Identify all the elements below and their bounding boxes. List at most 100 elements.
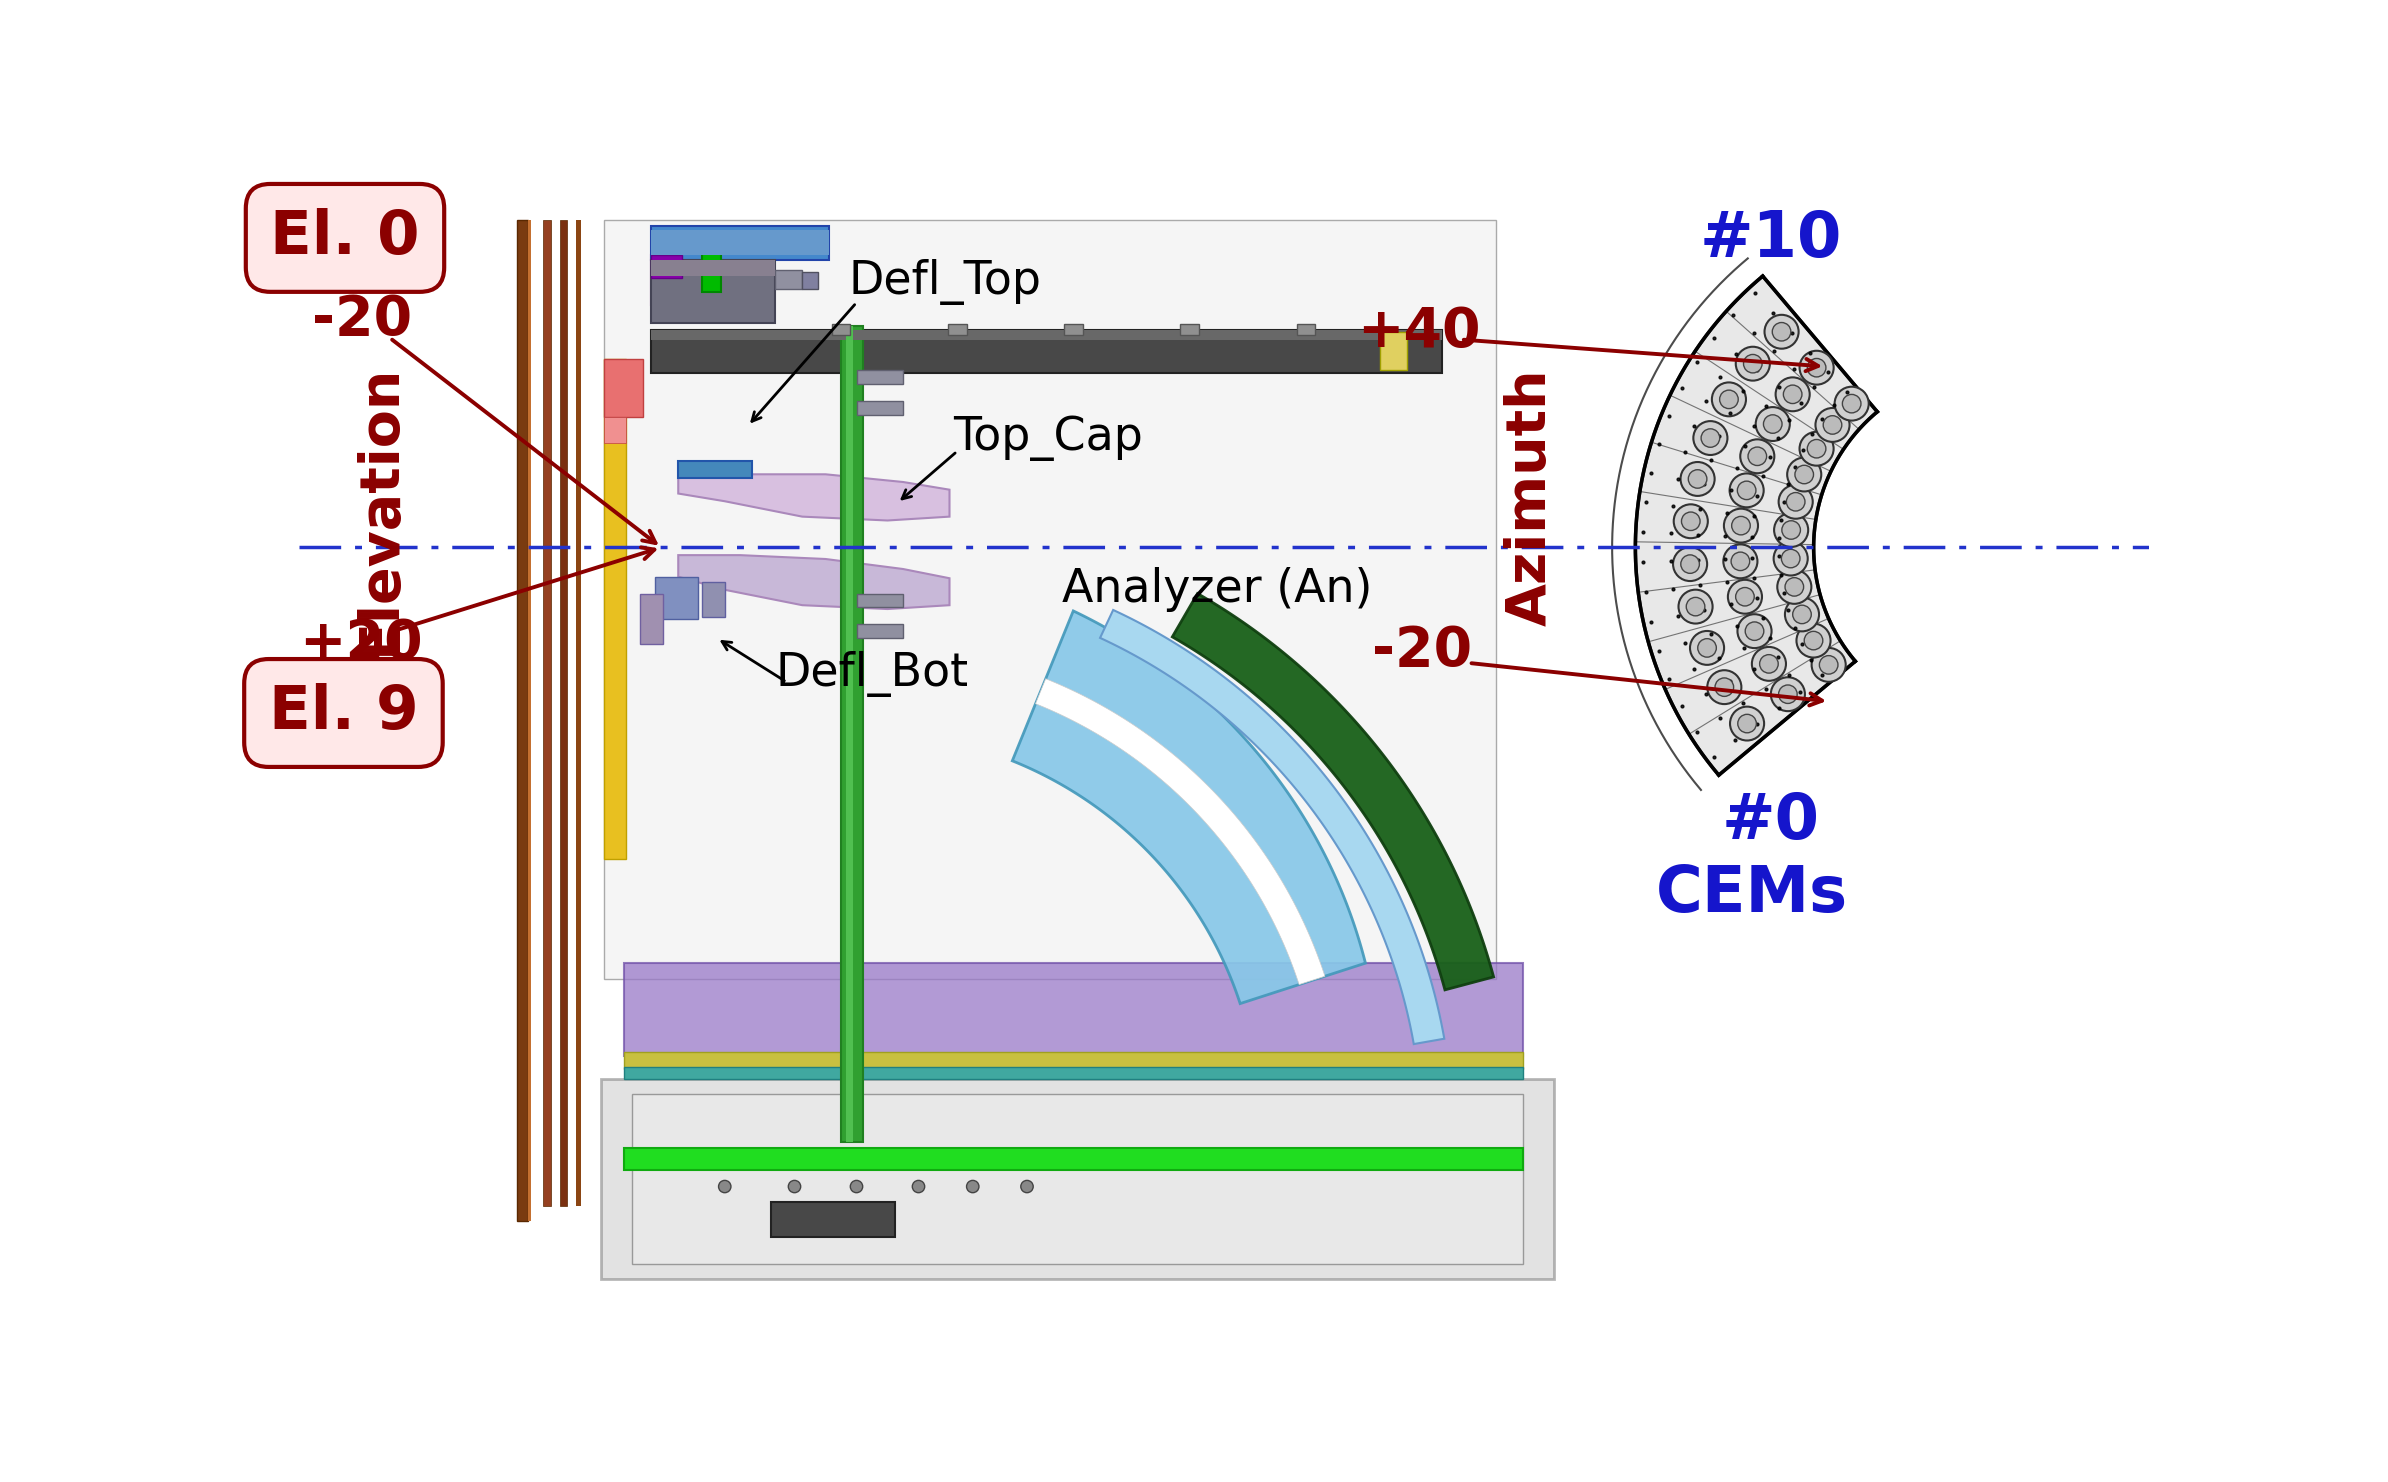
Circle shape xyxy=(1729,579,1762,614)
Circle shape xyxy=(1738,714,1755,732)
Circle shape xyxy=(1822,415,1841,434)
Text: #10: #10 xyxy=(1700,209,1841,270)
Circle shape xyxy=(1724,544,1758,578)
Circle shape xyxy=(1731,516,1750,535)
Circle shape xyxy=(1784,578,1803,596)
Circle shape xyxy=(1741,439,1774,473)
Text: Top_Cap: Top_Cap xyxy=(953,415,1144,461)
Circle shape xyxy=(1805,631,1822,649)
Circle shape xyxy=(719,1180,731,1193)
Polygon shape xyxy=(678,474,950,520)
Circle shape xyxy=(1815,408,1851,442)
Circle shape xyxy=(1777,378,1810,411)
Circle shape xyxy=(1729,707,1765,741)
Circle shape xyxy=(1020,1180,1034,1193)
Bar xyxy=(831,325,850,335)
Bar xyxy=(1065,325,1082,335)
Bar xyxy=(518,221,528,1221)
Bar xyxy=(652,261,776,276)
Circle shape xyxy=(850,1180,862,1193)
Circle shape xyxy=(967,1180,979,1193)
Circle shape xyxy=(1774,513,1808,547)
Bar xyxy=(652,225,829,261)
Bar xyxy=(652,255,683,305)
Circle shape xyxy=(1784,385,1803,403)
Circle shape xyxy=(1786,492,1805,511)
FancyBboxPatch shape xyxy=(604,219,1497,980)
Circle shape xyxy=(1765,314,1798,348)
Circle shape xyxy=(1781,520,1801,539)
Bar xyxy=(1297,325,1316,335)
Polygon shape xyxy=(1036,679,1325,984)
Text: El. 9: El. 9 xyxy=(267,683,418,742)
Text: Azimuth: Azimuth xyxy=(1504,369,1557,627)
Circle shape xyxy=(1746,622,1765,640)
Circle shape xyxy=(1681,462,1715,496)
Text: CEMs: CEMs xyxy=(1655,863,1848,925)
Circle shape xyxy=(788,1180,800,1193)
Bar xyxy=(652,330,1442,339)
Bar xyxy=(623,963,1524,1055)
Circle shape xyxy=(1736,587,1755,606)
Circle shape xyxy=(1793,605,1810,624)
Circle shape xyxy=(1731,553,1750,571)
Polygon shape xyxy=(1636,276,1877,775)
Bar xyxy=(683,259,702,301)
Circle shape xyxy=(1681,554,1700,574)
Circle shape xyxy=(1796,465,1812,483)
Circle shape xyxy=(1743,354,1762,373)
Bar xyxy=(654,576,697,619)
Bar xyxy=(576,221,580,1206)
Circle shape xyxy=(1715,677,1734,697)
Bar xyxy=(845,326,853,1141)
Circle shape xyxy=(1784,597,1820,631)
Polygon shape xyxy=(1101,611,1445,1045)
Bar xyxy=(604,359,626,860)
Text: +20: +20 xyxy=(298,617,423,671)
Bar xyxy=(652,330,1442,372)
Circle shape xyxy=(1712,382,1746,416)
Circle shape xyxy=(1693,421,1727,455)
Circle shape xyxy=(1679,590,1712,624)
Text: -20: -20 xyxy=(1373,624,1473,679)
Bar xyxy=(604,416,626,443)
Circle shape xyxy=(1760,655,1779,673)
Text: Elevation: Elevation xyxy=(353,363,406,655)
Text: Defl_Top: Defl_Top xyxy=(848,259,1041,305)
Circle shape xyxy=(1844,394,1860,413)
Circle shape xyxy=(1779,685,1798,704)
Circle shape xyxy=(1801,351,1834,385)
Circle shape xyxy=(1781,550,1801,568)
Circle shape xyxy=(1691,631,1724,665)
Bar xyxy=(776,270,802,289)
Polygon shape xyxy=(1013,611,1366,1003)
Circle shape xyxy=(1719,390,1738,409)
Bar xyxy=(678,461,752,479)
Bar xyxy=(771,1202,896,1236)
Circle shape xyxy=(1772,323,1791,341)
Circle shape xyxy=(1834,387,1870,421)
Bar xyxy=(633,1094,1524,1264)
Circle shape xyxy=(1774,541,1808,575)
Circle shape xyxy=(1738,482,1755,499)
Circle shape xyxy=(1820,655,1839,674)
Circle shape xyxy=(1686,597,1705,617)
Bar xyxy=(561,221,566,1206)
Text: Analyzer (An): Analyzer (An) xyxy=(1063,568,1373,612)
Circle shape xyxy=(1808,440,1827,458)
Bar xyxy=(623,1067,1524,1079)
Bar xyxy=(1180,325,1199,335)
Circle shape xyxy=(1762,415,1781,433)
Circle shape xyxy=(1779,485,1812,519)
Circle shape xyxy=(1808,359,1827,376)
Bar xyxy=(604,359,642,416)
Bar xyxy=(857,402,903,415)
Bar xyxy=(857,594,903,608)
Bar xyxy=(1380,332,1407,370)
Text: El. 0: El. 0 xyxy=(270,209,420,267)
Circle shape xyxy=(1812,648,1846,682)
Bar xyxy=(602,1079,1555,1279)
Bar xyxy=(841,326,862,1141)
Circle shape xyxy=(1796,624,1832,658)
Circle shape xyxy=(1755,408,1789,442)
